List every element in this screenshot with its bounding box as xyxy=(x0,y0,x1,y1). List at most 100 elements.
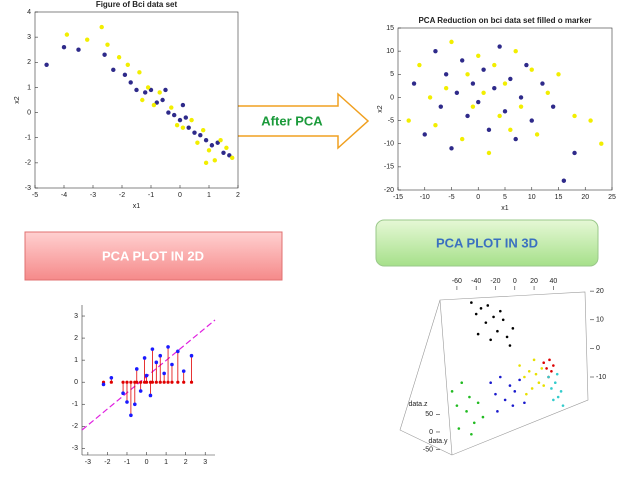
point xyxy=(443,72,449,77)
point xyxy=(230,155,235,161)
point xyxy=(545,90,550,96)
point xyxy=(503,398,507,402)
point xyxy=(145,85,151,90)
y-tick-label: -1 xyxy=(25,135,31,142)
point xyxy=(474,312,478,316)
point xyxy=(138,389,143,393)
point xyxy=(513,136,518,142)
point xyxy=(548,358,551,362)
cube-frame xyxy=(399,291,589,456)
point xyxy=(499,375,502,379)
y-axis-label: x2 xyxy=(377,105,384,113)
box-2d-label: PCA PLOT IN 2D xyxy=(102,248,204,263)
point xyxy=(158,353,163,358)
x-tick-label: 2 xyxy=(184,459,188,466)
point xyxy=(109,375,114,380)
point xyxy=(492,315,495,319)
point xyxy=(134,367,139,371)
point xyxy=(545,367,548,370)
point xyxy=(532,358,536,362)
point xyxy=(215,140,220,145)
point xyxy=(501,318,505,322)
z-axis-label: data.z xyxy=(408,401,428,408)
point xyxy=(508,127,513,133)
projected-point xyxy=(125,380,129,384)
x-tick-label: -3 xyxy=(85,459,91,466)
point xyxy=(486,127,492,133)
point xyxy=(499,309,502,313)
point xyxy=(513,390,517,393)
x-tick-label: -60 xyxy=(452,278,462,285)
point xyxy=(494,392,497,396)
point xyxy=(189,353,194,358)
x-axis-label: x1 xyxy=(133,203,141,210)
point xyxy=(486,150,492,156)
point xyxy=(148,393,153,398)
y-tick-label: -3 xyxy=(72,445,78,452)
point xyxy=(143,90,148,95)
y-tick-label: 3 xyxy=(27,34,31,41)
point xyxy=(476,53,481,58)
point xyxy=(534,132,540,137)
y-tick-label: -2 xyxy=(25,160,31,167)
point xyxy=(189,117,194,123)
x-tick-label: 0 xyxy=(178,192,182,199)
point xyxy=(427,95,433,100)
box-3d xyxy=(375,219,599,267)
point xyxy=(497,44,502,49)
point xyxy=(470,81,476,86)
y-axis-label: data.y xyxy=(428,438,448,445)
x-tick-label: 0 xyxy=(513,278,517,285)
point xyxy=(186,125,191,130)
y-tick-label: 10 xyxy=(386,48,394,55)
point xyxy=(166,110,171,115)
y-tick-label: -1 xyxy=(72,401,78,408)
point xyxy=(180,125,186,130)
point xyxy=(556,395,560,399)
point xyxy=(170,362,174,367)
point xyxy=(502,81,508,86)
y2-tick-label: 0 xyxy=(596,345,600,352)
point xyxy=(157,90,162,95)
box-3d-label: PCA PLOT IN 3D xyxy=(436,235,538,250)
projected-point xyxy=(182,380,186,384)
point xyxy=(481,67,486,72)
y-tick-label: -5 xyxy=(388,117,394,124)
projected-point xyxy=(109,380,113,384)
arrow xyxy=(231,92,370,150)
x-tick-label: -20 xyxy=(490,278,500,285)
point xyxy=(530,387,534,390)
point xyxy=(465,72,470,77)
y-tick-label: 2 xyxy=(27,59,31,66)
z-tick-label: -50 xyxy=(423,446,433,453)
point xyxy=(550,104,556,109)
x-axis-label: x1 xyxy=(501,205,509,212)
point xyxy=(133,402,137,407)
y-tick-label: 1 xyxy=(27,84,31,91)
box-2d xyxy=(24,231,283,281)
y2-tick-label: -10 xyxy=(596,374,606,381)
y-tick-label: 5 xyxy=(390,71,394,78)
projected-point xyxy=(135,380,139,384)
point xyxy=(547,375,550,379)
point xyxy=(443,85,449,91)
point xyxy=(455,404,459,407)
point xyxy=(518,95,524,100)
point xyxy=(481,90,486,96)
point xyxy=(561,404,565,407)
point xyxy=(486,304,490,307)
x-tick-label: -2 xyxy=(119,192,125,199)
arrow-label: After PCA xyxy=(261,113,323,128)
projected-point xyxy=(121,380,125,384)
point xyxy=(212,158,217,163)
projected-point xyxy=(129,380,133,384)
x-tick-label: 1 xyxy=(164,459,168,466)
point xyxy=(511,404,515,407)
point xyxy=(166,345,170,349)
point xyxy=(470,104,476,109)
projected-point xyxy=(158,380,162,384)
x-tick-label: -4 xyxy=(61,192,67,199)
point xyxy=(218,138,223,143)
x-tick-label: 40 xyxy=(549,278,557,285)
point xyxy=(572,113,577,119)
